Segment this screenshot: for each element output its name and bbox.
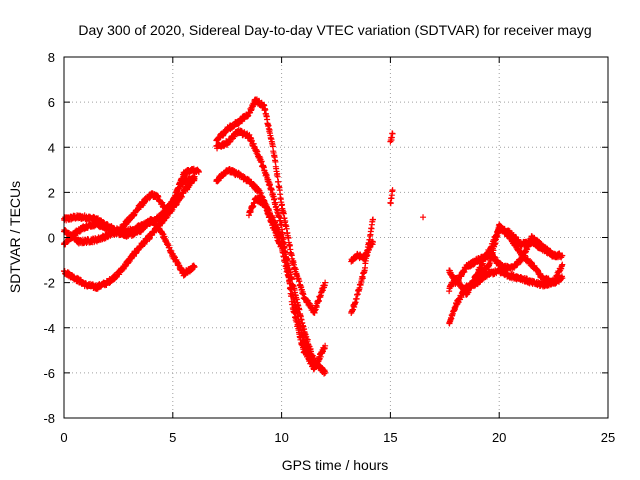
y-tick-label: -8 [43, 411, 55, 426]
x-tick-label: 25 [601, 430, 615, 445]
x-tick-label: 5 [169, 430, 176, 445]
chart-title: Day 300 of 2020, Sidereal Day-to-day VTE… [78, 22, 591, 38]
y-tick-label: -6 [43, 366, 55, 381]
data-point-track-e [322, 279, 329, 286]
y-tick-labels: -8 -6 -4 -2 0 2 4 6 8 [43, 50, 55, 426]
x-axis-label: GPS time / hours [282, 457, 389, 473]
grid-lines [64, 57, 608, 418]
y-axis-label: SDTVAR / TECUs [7, 181, 23, 293]
y-tick-label: 6 [48, 95, 55, 110]
x-tick-labels: 0 5 10 15 20 25 [60, 430, 615, 445]
y-tick-label: 4 [48, 140, 55, 155]
data-point-track-c [191, 263, 198, 270]
y-tick-label: 0 [48, 231, 55, 246]
y-tick-label: -2 [43, 276, 55, 291]
x-tick-label: 0 [60, 430, 67, 445]
y-tick-label: 2 [48, 185, 55, 200]
x-tick-label: 15 [383, 430, 397, 445]
x-tick-label: 10 [274, 430, 288, 445]
y-tick-label: 8 [48, 50, 55, 65]
data-point-track-m [420, 214, 427, 221]
data-point-track-f [322, 369, 329, 376]
y-tick-label: -4 [43, 321, 55, 336]
data-point-track-k [389, 130, 396, 137]
data-point-track-e [274, 173, 281, 180]
data-point-track-l [389, 187, 396, 194]
x-tick-label: 20 [492, 430, 506, 445]
data-points [61, 96, 566, 377]
data-point-track-d [195, 169, 202, 176]
